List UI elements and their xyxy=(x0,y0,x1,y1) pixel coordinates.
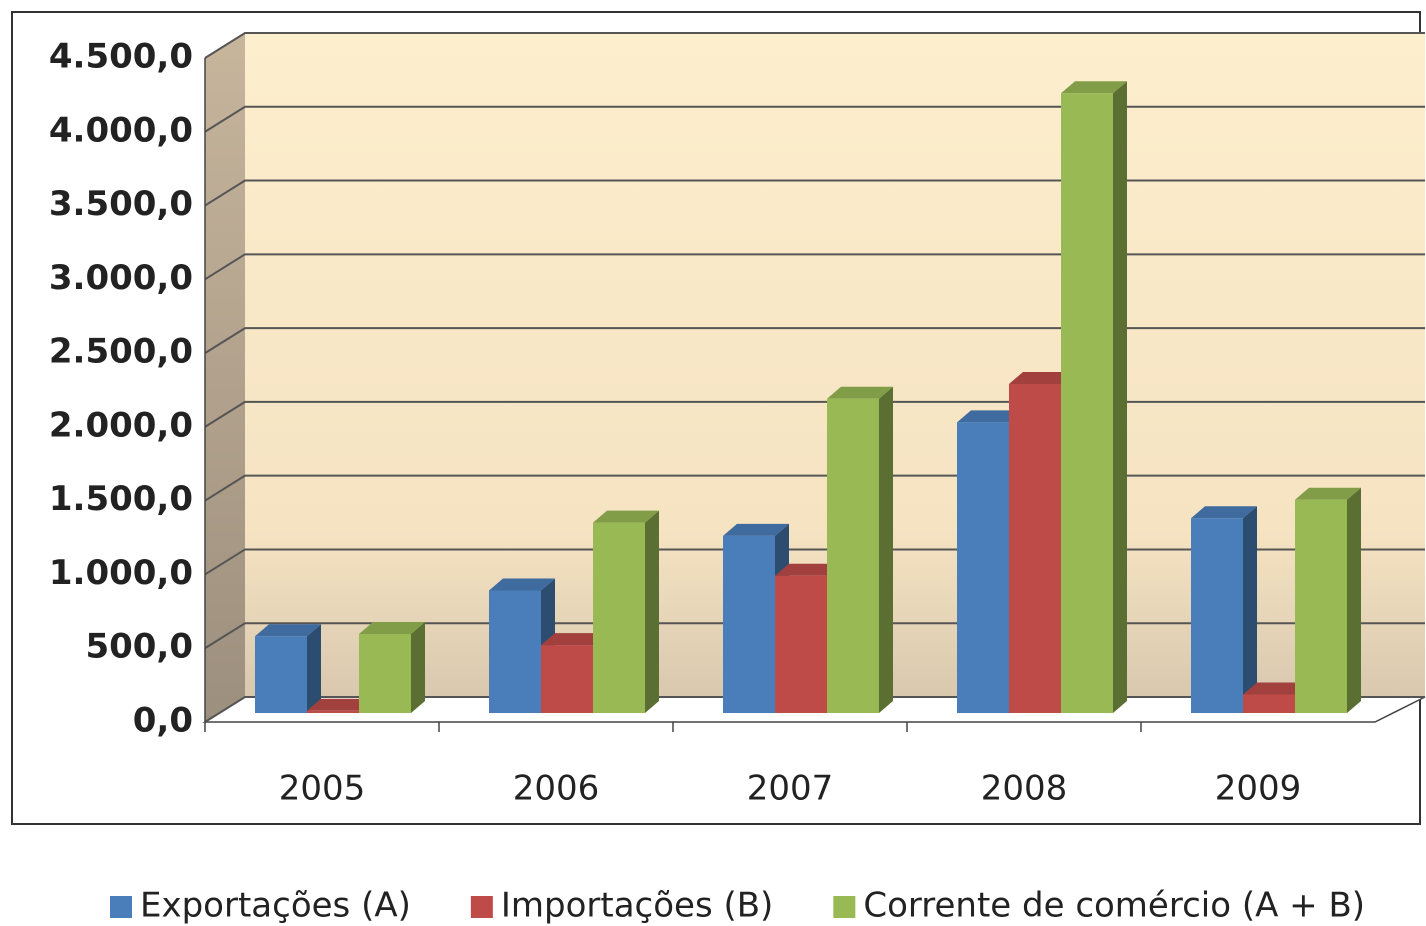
grid-line xyxy=(204,105,1425,133)
bar-front xyxy=(593,522,645,713)
bar xyxy=(827,386,893,713)
y-tick-label: 4.000,0 xyxy=(49,110,193,150)
bar-front xyxy=(775,575,827,713)
bar-top xyxy=(1295,487,1361,500)
bar-front xyxy=(1295,499,1347,713)
bar-top xyxy=(775,563,841,576)
bar-top xyxy=(723,523,789,536)
legend-label: Exportações (A) xyxy=(140,886,411,926)
x-tick-label: 2009 xyxy=(1215,769,1302,809)
bar-top xyxy=(1009,371,1075,384)
bar-side xyxy=(1113,81,1127,714)
bar-side xyxy=(645,510,659,713)
bar-top xyxy=(359,622,425,635)
bar-top xyxy=(827,386,893,399)
bar-front xyxy=(489,590,541,713)
bar-top xyxy=(1191,506,1257,519)
y-tick-label: 1.500,0 xyxy=(49,479,193,519)
y-tick-label: 0,0 xyxy=(133,701,193,741)
back-wall xyxy=(245,33,1425,697)
bar xyxy=(255,624,321,713)
y-tick-label: 2.000,0 xyxy=(49,405,193,445)
legend-swatch xyxy=(110,896,132,918)
grid-line xyxy=(204,32,1425,59)
bar-side xyxy=(1243,506,1257,713)
bar-front xyxy=(255,636,307,713)
bar xyxy=(1295,487,1361,713)
y-tick-label: 1.000,0 xyxy=(49,553,193,593)
bar-front xyxy=(1243,694,1295,713)
x-tick-label: 2005 xyxy=(279,769,366,809)
legend-swatch xyxy=(833,896,856,918)
bar-side xyxy=(879,386,893,713)
y-tick-label: 3.000,0 xyxy=(49,258,193,298)
grid-line xyxy=(204,179,1425,207)
bar-front xyxy=(307,710,359,713)
bar-top xyxy=(1243,682,1309,695)
bar-side xyxy=(1347,487,1361,713)
grid-line xyxy=(204,327,1425,354)
bar-top xyxy=(1061,81,1127,94)
bar-front xyxy=(957,422,1009,713)
bar-front xyxy=(1061,93,1113,714)
bar-top xyxy=(255,624,321,637)
y-tick-label: 3.500,0 xyxy=(49,184,193,224)
y-tick-label: 4.500,0 xyxy=(49,37,193,77)
bar-top xyxy=(593,510,659,523)
bar xyxy=(1061,81,1127,714)
bar xyxy=(593,510,659,713)
bar-front xyxy=(1191,518,1243,713)
bar-front xyxy=(827,398,879,713)
bar-front xyxy=(359,634,411,713)
bar-front xyxy=(1009,383,1061,713)
bar-side xyxy=(307,624,321,713)
bar-top xyxy=(957,410,1023,423)
legend-label: Corrente de comércio (A + B) xyxy=(863,886,1365,926)
grid-line xyxy=(204,253,1425,281)
bar-top xyxy=(541,633,607,646)
bar-top xyxy=(307,698,373,711)
bar-top xyxy=(489,578,555,591)
bar-front xyxy=(723,535,775,713)
side-wall xyxy=(205,33,245,722)
x-tick-label: 2007 xyxy=(747,769,834,809)
y-tick-label: 500,0 xyxy=(85,627,193,667)
x-tick-label: 2006 xyxy=(513,769,600,809)
bar-side xyxy=(411,622,425,713)
x-tick-label: 2008 xyxy=(981,769,1068,809)
bar xyxy=(1191,506,1257,713)
y-tick-label: 2.500,0 xyxy=(49,332,193,372)
bar-front xyxy=(541,645,593,713)
bar xyxy=(359,622,425,713)
legend-label: Importações (B) xyxy=(501,886,773,926)
legend-swatch xyxy=(470,896,493,918)
